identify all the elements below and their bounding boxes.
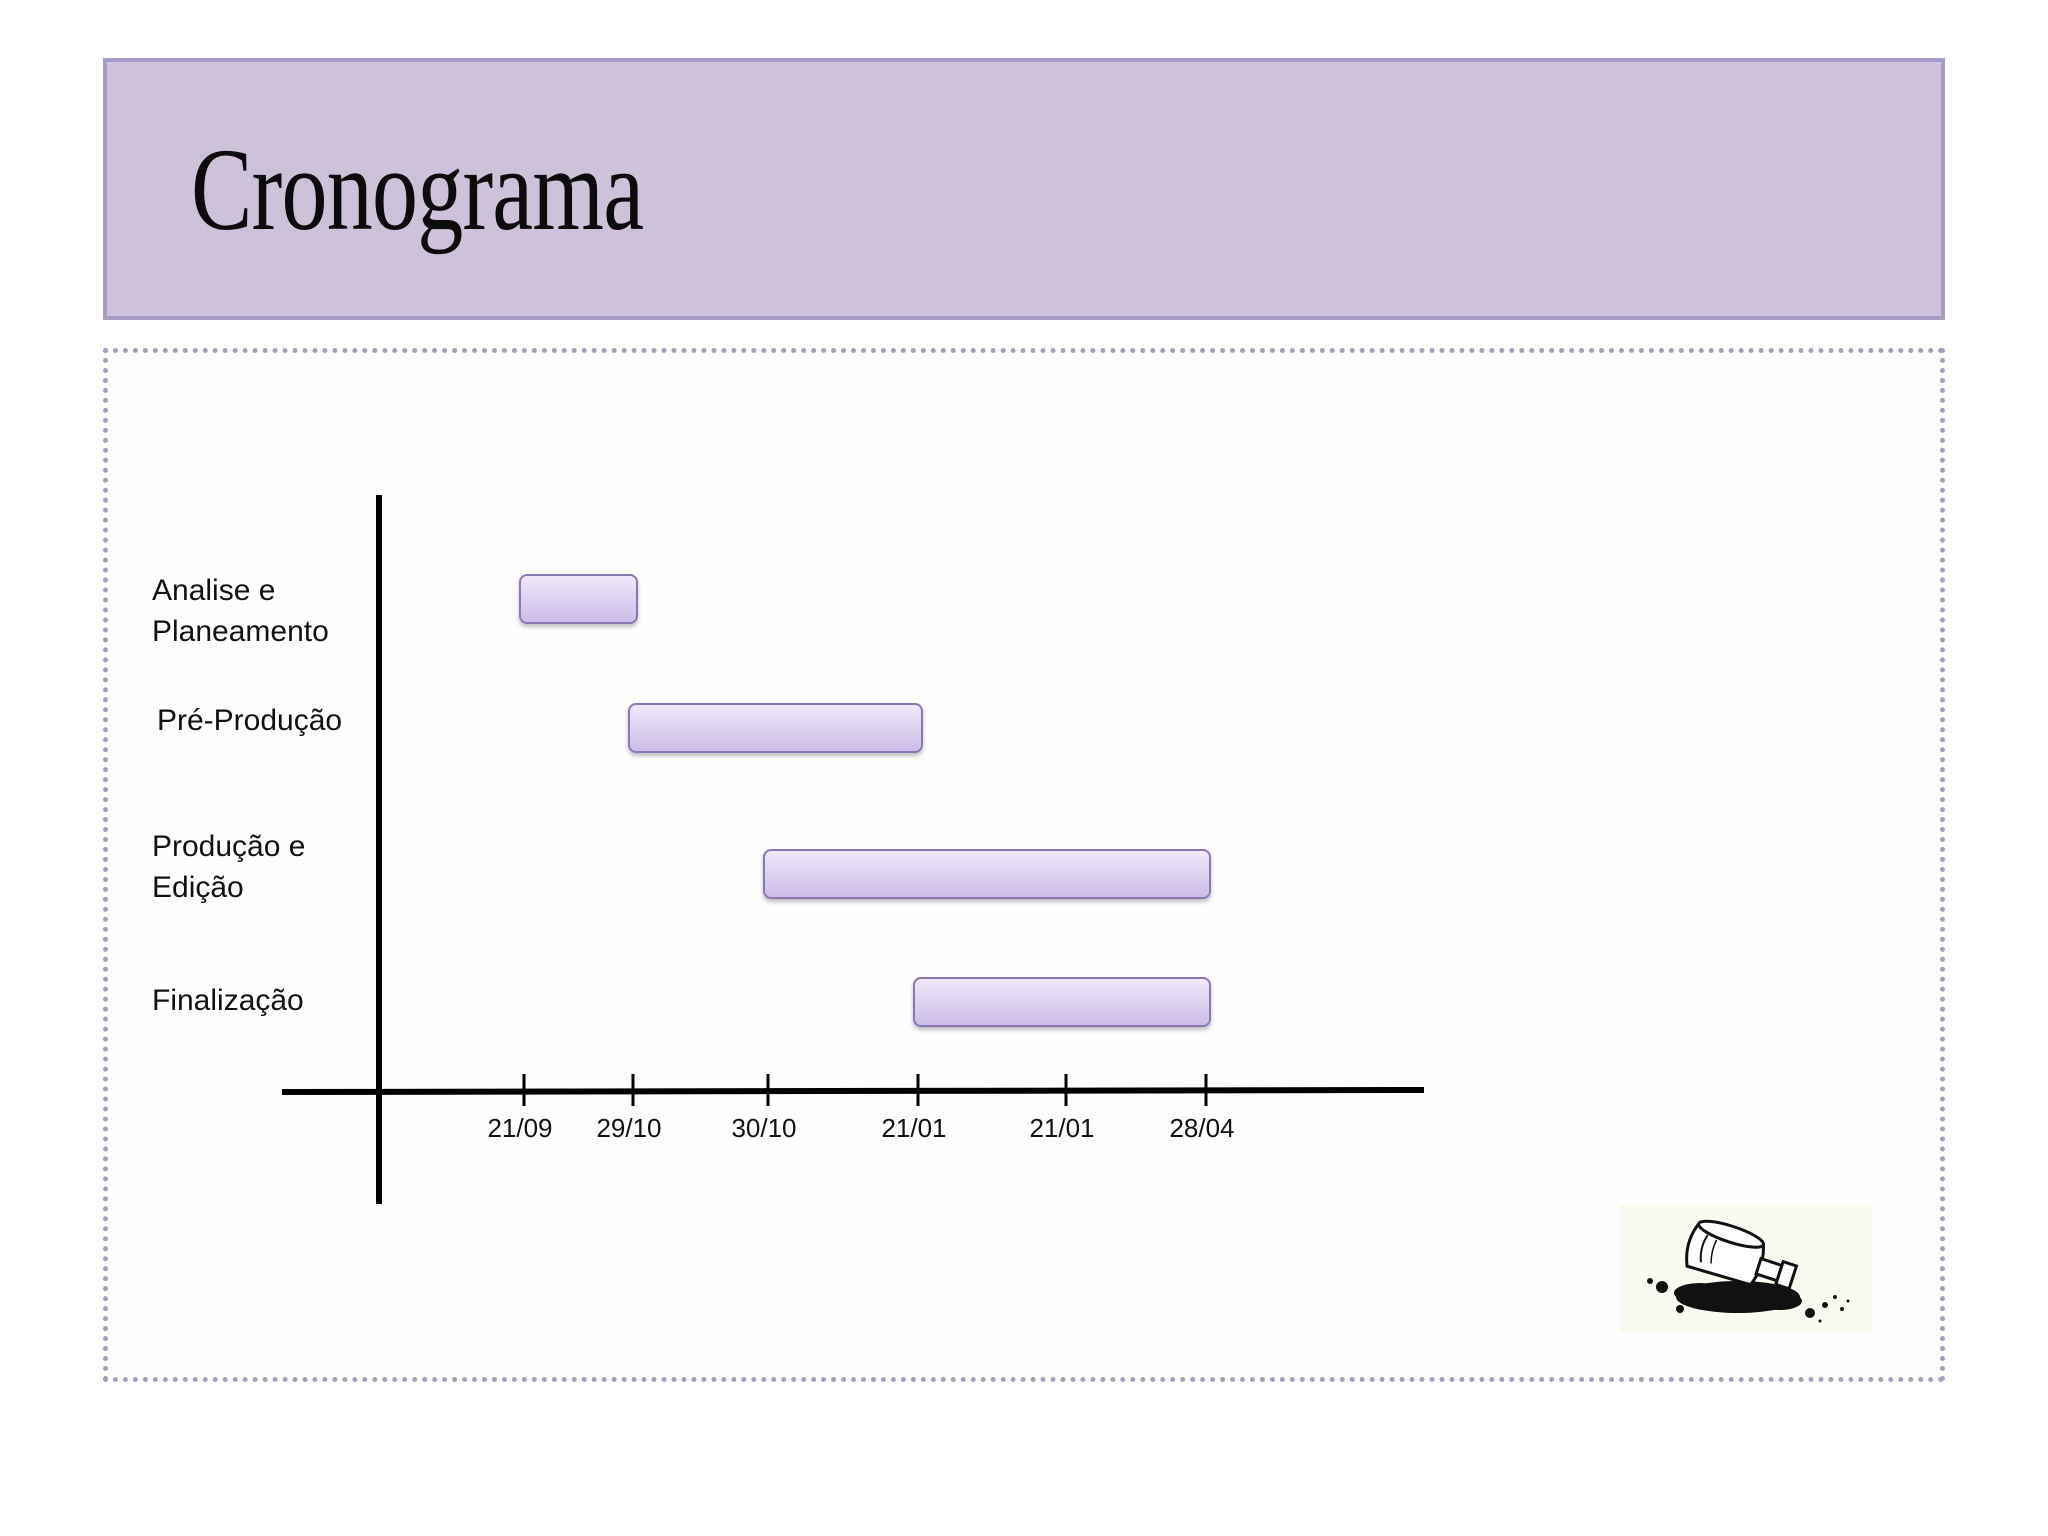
spilled-ink-bottle-icon (1620, 1205, 1872, 1333)
category-label: Pré-Produção (157, 704, 342, 737)
gantt-bar (763, 849, 1211, 899)
category-label: Edição (152, 871, 244, 904)
x-tick-label: 21/01 (1029, 1113, 1094, 1143)
gantt-bar (913, 977, 1211, 1027)
x-tick-label: 29/10 (596, 1113, 661, 1143)
gantt-bar (628, 703, 923, 753)
x-axis-line (281, 1087, 1425, 1095)
x-tick-label: 30/10 (731, 1113, 796, 1143)
gantt-bar (519, 574, 638, 624)
title-band: Cronograma (103, 58, 1945, 320)
x-tick-label: 21/09 (487, 1113, 552, 1143)
category-label: Finalização (152, 984, 304, 1017)
slide-title: Cronograma (191, 124, 644, 255)
x-tick-label: 21/01 (881, 1113, 946, 1143)
category-label: Planeamento (152, 615, 329, 648)
category-label: Produção e (152, 830, 305, 863)
category-label: Analise e (152, 574, 275, 607)
x-tick-label: 28/04 (1169, 1113, 1234, 1143)
